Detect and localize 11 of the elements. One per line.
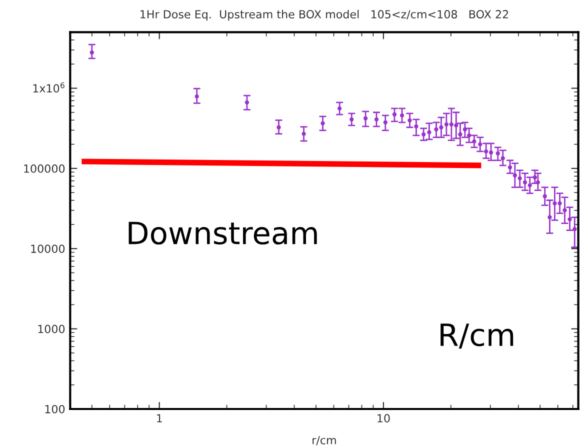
y-tick-label: 1000 xyxy=(38,324,65,334)
y-tick-label: 10000 xyxy=(31,244,65,253)
chart-title: 1Hr Dose Eq. Upstream the BOX model 105<z/cm<108 BOX 22 xyxy=(140,10,508,21)
x-axis-title: r/cm xyxy=(312,436,336,446)
annotation: R/cm xyxy=(440,324,514,349)
y-tick-label: 100 xyxy=(45,404,65,414)
y-tick-label: 1x10$^{6}$ xyxy=(33,82,64,93)
annotation: Downstream xyxy=(128,222,317,245)
x-tick-label: 10 xyxy=(378,414,390,422)
x-tick-label: 1 xyxy=(157,414,162,422)
y-tick-label: 100000 xyxy=(24,164,65,173)
